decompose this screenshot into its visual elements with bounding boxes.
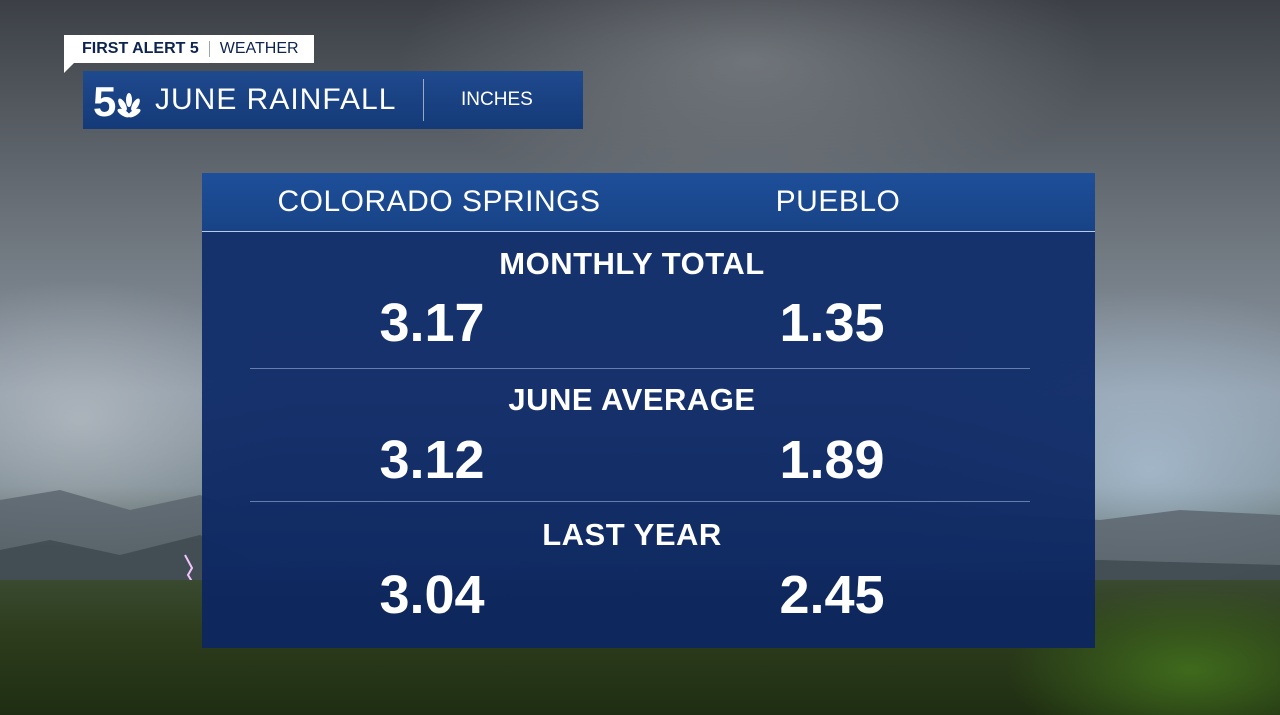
- row-label: LAST YEAR: [542, 517, 722, 552]
- value-pueblo: 1.89: [779, 430, 885, 490]
- row-divider: [250, 368, 1030, 369]
- column-header-pueblo: PUEBLO: [775, 185, 901, 218]
- brand-bar-tail: [64, 63, 74, 73]
- title-divider: [423, 79, 424, 121]
- value-colorado-springs: 3.04: [379, 565, 485, 625]
- panel-header: COLORADO SPRINGS PUEBLO: [202, 173, 1095, 232]
- row-divider: [250, 501, 1030, 502]
- weather-label: WEATHER: [219, 40, 299, 57]
- svg-text:5: 5: [93, 78, 116, 122]
- nbc-5-logo-icon: 5: [93, 78, 141, 122]
- column-header-colorado-springs: COLORADO SPRINGS: [277, 185, 601, 218]
- value-pueblo: 1.35: [779, 293, 885, 353]
- title-bar: 5 JUNE RAINFALL INCHES: [83, 71, 583, 129]
- page-title: JUNE RAINFALL: [155, 83, 397, 116]
- value-colorado-springs: 3.12: [379, 430, 485, 490]
- brand-divider: [208, 41, 210, 57]
- rainfall-panel: COLORADO SPRINGS PUEBLO MONTHLY TOTAL 3.…: [202, 173, 1095, 648]
- row-label: MONTHLY TOTAL: [499, 246, 765, 281]
- first-alert-label: FIRST ALERT 5: [82, 40, 199, 57]
- value-colorado-springs: 3.17: [379, 293, 485, 353]
- units-label: INCHES: [461, 89, 533, 110]
- first-alert-brand-bar: FIRST ALERT 5 WEATHER: [64, 35, 314, 63]
- row-label: JUNE AVERAGE: [508, 382, 756, 417]
- value-pueblo: 2.45: [779, 565, 885, 625]
